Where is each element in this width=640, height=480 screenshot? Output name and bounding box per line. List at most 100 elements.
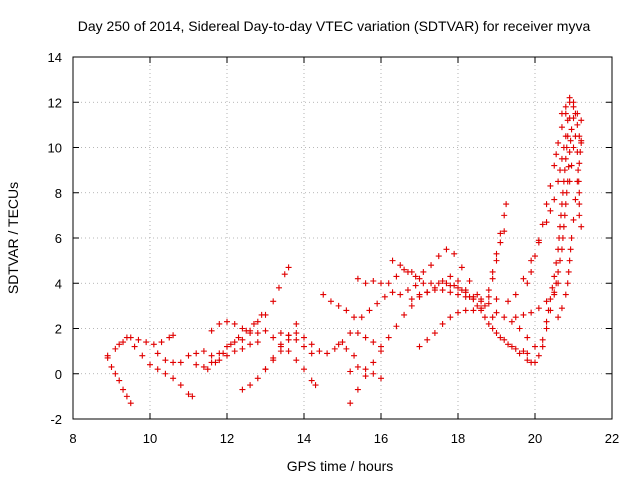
data-point: [489, 325, 496, 332]
x-tick-label: 20: [528, 431, 542, 446]
data-point: [431, 330, 438, 337]
data-point: [485, 320, 492, 327]
y-tick-label: 0: [55, 367, 62, 382]
data-point: [562, 201, 569, 208]
x-tick-label: 16: [374, 431, 388, 446]
data-point: [362, 366, 369, 373]
data-point: [275, 284, 282, 291]
data-point: [493, 296, 500, 303]
series-arc19: [354, 266, 423, 287]
data-point: [558, 124, 565, 131]
data-point: [204, 366, 211, 373]
data-point: [362, 280, 369, 287]
data-point: [227, 341, 234, 348]
data-point: [112, 345, 119, 352]
data-point: [435, 280, 442, 287]
data-point: [335, 302, 342, 309]
data-point: [501, 212, 508, 219]
data-point: [378, 375, 384, 382]
data-point: [370, 370, 377, 377]
y-tick-label: 8: [55, 186, 62, 201]
data-point: [568, 126, 575, 133]
data-point: [216, 320, 223, 327]
data-point: [493, 330, 500, 337]
data-point: [568, 162, 575, 169]
data-point: [535, 305, 542, 312]
data-point: [177, 382, 184, 389]
data-point: [508, 343, 515, 350]
data-point: [560, 223, 567, 230]
data-point: [301, 366, 307, 373]
data-point: [385, 334, 392, 341]
series-arc24: [447, 201, 510, 303]
series-arc4: [154, 350, 184, 366]
series-arc33: [558, 94, 585, 146]
data-point: [553, 151, 560, 158]
data-point: [262, 366, 269, 373]
data-point: [193, 361, 200, 368]
data-point: [424, 336, 431, 343]
series-arc3: [116, 334, 196, 400]
data-point: [285, 348, 292, 355]
data-point: [397, 262, 404, 269]
data-point: [489, 275, 496, 282]
series-arc30: [532, 115, 573, 366]
data-point: [447, 282, 454, 289]
data-point: [566, 149, 573, 156]
data-point: [443, 280, 450, 287]
data-point: [532, 359, 538, 366]
data-point: [575, 167, 582, 174]
data-point: [254, 330, 261, 337]
data-point: [474, 302, 481, 309]
data-point: [497, 334, 504, 341]
data-point: [539, 343, 546, 350]
data-point: [412, 282, 419, 289]
data-point: [293, 320, 300, 327]
data-point: [455, 309, 461, 316]
data-point: [520, 275, 527, 282]
data-point: [501, 336, 508, 343]
data-point: [575, 178, 582, 185]
data-point: [301, 343, 307, 350]
data-point: [551, 273, 558, 280]
data-point: [551, 291, 558, 298]
data-point: [389, 257, 396, 264]
data-point: [572, 110, 579, 117]
data-point: [416, 343, 423, 350]
chart-title: Day 250 of 2014, Sidereal Day-to-day VTE…: [78, 18, 591, 34]
data-point: [216, 357, 223, 364]
data-point: [563, 189, 570, 196]
data-point: [493, 250, 500, 257]
data-point: [474, 291, 481, 298]
data-point: [524, 350, 531, 357]
data-point: [528, 257, 535, 264]
data-point: [455, 277, 461, 284]
data-point: [532, 253, 538, 260]
data-point: [565, 268, 572, 275]
data-point: [555, 178, 562, 185]
data-point: [566, 257, 573, 264]
data-point: [116, 377, 123, 384]
data-point: [576, 212, 583, 219]
data-point: [131, 343, 138, 350]
data-point: [247, 341, 254, 348]
y-tick-label: 14: [48, 50, 62, 65]
data-point: [254, 318, 261, 325]
data-point: [543, 201, 550, 208]
data-point: [212, 359, 219, 366]
data-point: [462, 307, 469, 314]
data-point: [224, 318, 230, 325]
data-point: [177, 359, 184, 366]
data-point: [428, 262, 435, 269]
data-point: [354, 386, 361, 393]
data-point: [512, 314, 519, 321]
data-point: [535, 237, 542, 244]
data-point: [555, 268, 562, 275]
data-point: [401, 311, 408, 318]
series-arc14: [320, 289, 396, 321]
data-point: [185, 391, 192, 398]
data-point: [562, 103, 569, 110]
data-point: [570, 144, 577, 151]
data-point: [564, 280, 571, 287]
data-point: [162, 357, 169, 364]
